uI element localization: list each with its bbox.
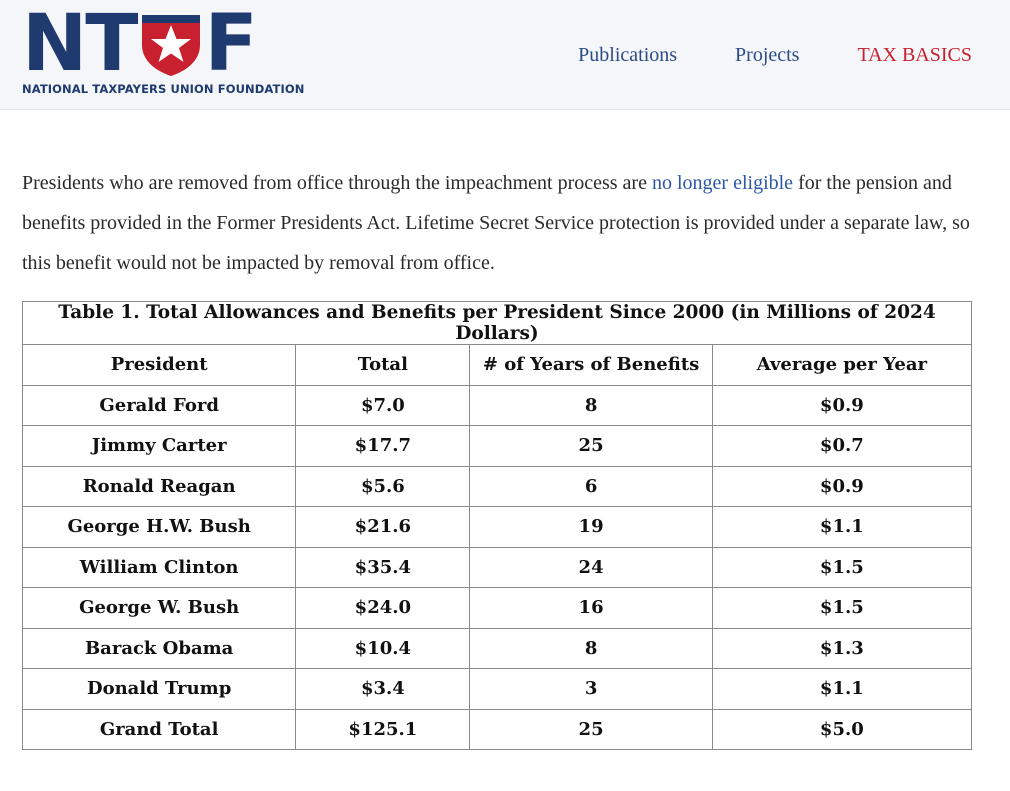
cell-president: George W. Bush	[21, 587, 297, 629]
table-row-grand-total: Grand Total $125.1 25 $5.0	[21, 708, 973, 750]
no-longer-eligible-link[interactable]: no longer eligible	[651, 172, 794, 194]
cell-president: William Clinton	[21, 546, 297, 588]
cell-total: $3.4	[295, 668, 471, 710]
table-caption-row: Table 1. Total Allowances and Benefits p…	[22, 301, 972, 345]
column-header-average: Average per Year	[711, 344, 973, 386]
cell-president: George H.W. Bush	[21, 506, 297, 548]
cell-president: Grand Total	[21, 708, 297, 750]
table-caption: Table 1. Total Allowances and Benefits p…	[22, 301, 972, 345]
cell-average: $1.1	[711, 506, 973, 548]
intro-text-before: Presidents who are removed from office t…	[22, 172, 652, 194]
cell-years: 16	[469, 587, 713, 629]
cell-average: $0.9	[711, 465, 973, 507]
column-header-total: Total	[295, 344, 471, 386]
table-row: Ronald Reagan $5.6 6 $0.9	[21, 465, 973, 507]
cell-total: $17.7	[295, 425, 471, 467]
cell-years: 6	[469, 465, 713, 507]
intro-text-after: for the pension and benefits provided in…	[22, 172, 970, 274]
logo-subtitle: NATIONAL TAXPAYERS UNION FOUNDATION	[22, 82, 305, 96]
cell-average: $0.9	[711, 384, 973, 426]
logo-letter-t: T	[85, 0, 138, 89]
site-header: N T F NATIONAL TAXPAYERS UNION FOUNDATIO…	[0, 0, 1010, 110]
column-header-president: President	[21, 344, 297, 386]
cell-average: $1.3	[711, 627, 973, 669]
cell-total: $21.6	[295, 506, 471, 548]
cell-total: $10.4	[295, 627, 471, 669]
star-shield-icon	[141, 15, 200, 76]
cell-years: 8	[469, 384, 713, 426]
cell-president: Barack Obama	[21, 627, 297, 669]
cell-years: 25	[469, 708, 713, 750]
logo-mark: N T F	[22, 0, 272, 89]
cell-total: $24.0	[295, 587, 471, 629]
nav-projects[interactable]: Projects	[735, 44, 800, 66]
cell-average: $1.5	[711, 587, 973, 629]
logo-letter-f: F	[204, 0, 258, 89]
cell-years: 25	[469, 425, 713, 467]
cell-average: $0.7	[711, 425, 973, 467]
cell-total: $5.6	[295, 465, 471, 507]
cell-total: $35.4	[295, 546, 471, 588]
cell-years: 24	[469, 546, 713, 588]
logo-letter-n: N	[22, 0, 87, 89]
column-header-years: # of Years of Benefits	[469, 344, 713, 386]
table-row: Donald Trump $3.4 3 $1.1	[21, 668, 973, 710]
main-nav: Publications Projects TAX BASICS	[578, 44, 972, 67]
cell-years: 8	[469, 627, 713, 669]
cell-years: 19	[469, 506, 713, 548]
cell-average: $1.5	[711, 546, 973, 588]
cell-total: $125.1	[295, 708, 471, 750]
benefits-table: Table 1. Total Allowances and Benefits p…	[21, 301, 973, 750]
ntuf-logo[interactable]: N T F NATIONAL TAXPAYERS UNION FOUNDATIO…	[22, 0, 305, 97]
table-header-row: President Total # of Years of Benefits A…	[21, 344, 973, 386]
table-row: George W. Bush $24.0 16 $1.5	[21, 587, 973, 629]
table-row: Gerald Ford $7.0 8 $0.9	[21, 384, 973, 426]
cell-president: Donald Trump	[21, 668, 297, 710]
cell-average: $5.0	[711, 708, 973, 750]
nav-tax-basics[interactable]: TAX BASICS	[857, 44, 972, 66]
table-row: Jimmy Carter $17.7 25 $0.7	[21, 425, 973, 467]
cell-president: Ronald Reagan	[21, 465, 297, 507]
table-row: Barack Obama $10.4 8 $1.3	[21, 627, 973, 669]
cell-total: $7.0	[295, 384, 471, 426]
cell-president: Gerald Ford	[21, 384, 297, 426]
table-row: William Clinton $35.4 24 $1.5	[21, 546, 973, 588]
nav-publications[interactable]: Publications	[578, 44, 678, 66]
table-row: George H.W. Bush $21.6 19 $1.1	[21, 506, 973, 548]
cell-years: 3	[469, 668, 713, 710]
cell-average: $1.1	[711, 668, 973, 710]
cell-president: Jimmy Carter	[21, 425, 297, 467]
intro-paragraph: Presidents who are removed from office t…	[22, 163, 982, 283]
